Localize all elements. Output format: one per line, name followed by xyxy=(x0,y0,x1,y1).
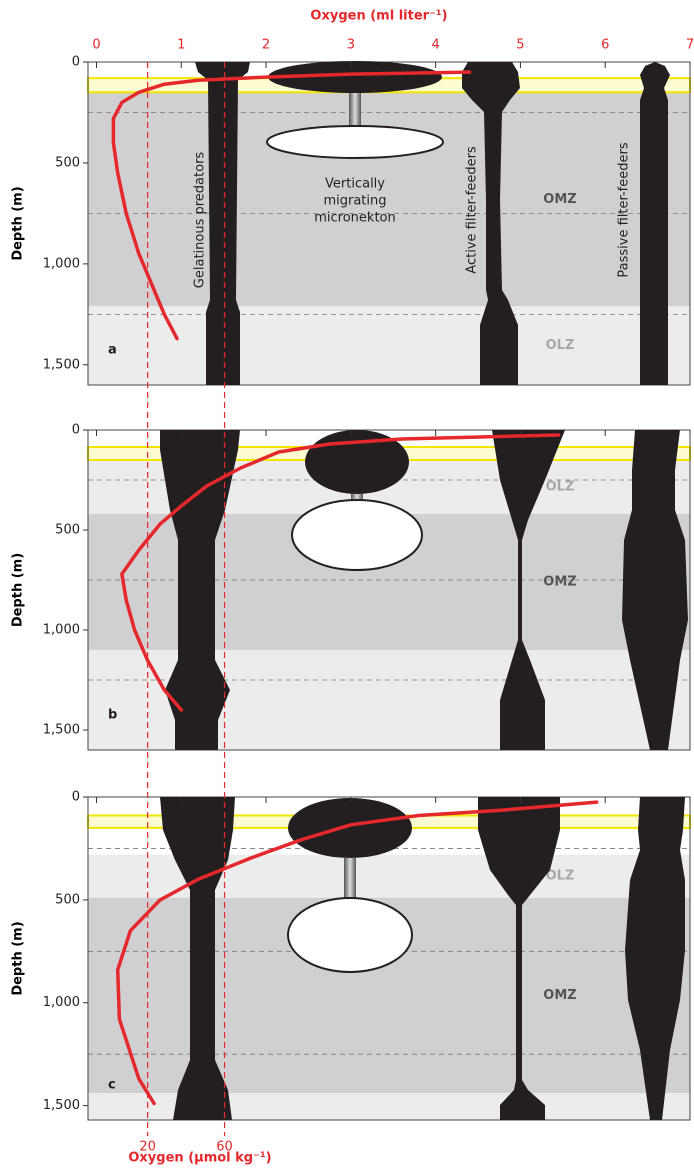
y-axis-label: Depth (m) xyxy=(11,921,26,995)
zone-label: OMZ xyxy=(543,192,576,207)
x-tick-label: 3 xyxy=(347,38,355,53)
panel-label: a xyxy=(108,343,117,358)
y-tick-label: 500 xyxy=(55,523,80,538)
micronekton-day xyxy=(288,798,412,858)
oxygen-profile xyxy=(120,433,561,712)
panel-label: b xyxy=(108,708,117,723)
y-tick-label: 1,500 xyxy=(43,723,80,738)
passive-filter-silhouette xyxy=(622,430,688,750)
micronekton-day xyxy=(305,430,409,494)
y-tick-label: 1,000 xyxy=(43,623,80,638)
y-tick-label: 1,500 xyxy=(43,357,80,372)
passive-filter-silhouette xyxy=(625,797,685,1120)
y-tick-label: 0 xyxy=(72,55,80,70)
panel-frame xyxy=(87,796,691,1121)
x2-tick-label: 60 xyxy=(216,1140,233,1155)
gelatinous-silhouette xyxy=(195,62,250,385)
x2-axis-title: Oxygen (µmol kg⁻¹) xyxy=(128,1151,271,1166)
column-label: Passive filter-feeders xyxy=(617,142,632,277)
y-tick-label: 1,000 xyxy=(43,256,80,271)
oxygen-profile xyxy=(115,800,599,1106)
micronekton-migration xyxy=(344,858,356,900)
zone-label: OMZ xyxy=(543,988,576,1003)
micronekton-night xyxy=(266,125,444,159)
active-filter-silhouette xyxy=(492,430,565,750)
x2-tick-label: 20 xyxy=(139,1140,156,1155)
zone-label: OLZ xyxy=(546,480,575,495)
x-tick-label: 6 xyxy=(601,38,609,53)
column-label: migrating xyxy=(323,194,386,209)
panel-label: c xyxy=(108,1078,116,1093)
column-label: micronekton xyxy=(314,211,396,226)
passive-filter-silhouette xyxy=(640,62,670,385)
micronekton-night xyxy=(287,897,413,973)
zone-label: OMZ xyxy=(543,575,576,590)
x-tick-label: 1 xyxy=(177,38,185,53)
x-tick-label: 2 xyxy=(262,38,270,53)
overlay: 0 1 2 3 4 5 6 7 0 500 1,000 1,500 Depth (m) a Gelatino… xyxy=(11,9,694,1166)
y-tick-label: 1,000 xyxy=(43,995,80,1010)
y-tick-label: 500 xyxy=(55,155,80,170)
x-axis-title: Oxygen (ml liter⁻¹) xyxy=(310,9,447,24)
zone xyxy=(88,92,690,307)
x-tick-label: 4 xyxy=(431,38,439,53)
organism-silhouettes xyxy=(160,61,688,1120)
gelatinous-silhouette xyxy=(160,797,235,1120)
panel-frame xyxy=(87,429,691,751)
zone-label: OLZ xyxy=(546,869,575,884)
gelatinous-silhouette xyxy=(160,430,240,750)
panel-frame xyxy=(87,61,691,386)
y-tick-label: 500 xyxy=(55,892,80,907)
active-filter-silhouette xyxy=(462,62,520,385)
y-axis-label: Depth (m) xyxy=(11,186,26,260)
x-tick-label: 0 xyxy=(92,38,100,53)
zone xyxy=(88,306,690,385)
y-tick-label: 1,500 xyxy=(43,1098,80,1113)
x-tick-label: 7 xyxy=(686,38,694,53)
active-filter-silhouette xyxy=(478,797,560,1120)
column-label: Active filter-feeders xyxy=(465,146,480,274)
micronekton-night xyxy=(291,499,423,571)
column-label: Vertically xyxy=(325,177,385,192)
y-tick-label: 0 xyxy=(72,790,80,805)
y-tick-label: 0 xyxy=(72,423,80,438)
y-axis-label: Depth (m) xyxy=(11,553,26,627)
x-tick-label: 5 xyxy=(516,38,524,53)
zone-label: OLZ xyxy=(546,338,575,353)
micronekton-migration xyxy=(349,93,361,126)
column-label: Gelatinous predators xyxy=(193,152,208,289)
micronekton-day xyxy=(268,61,442,93)
